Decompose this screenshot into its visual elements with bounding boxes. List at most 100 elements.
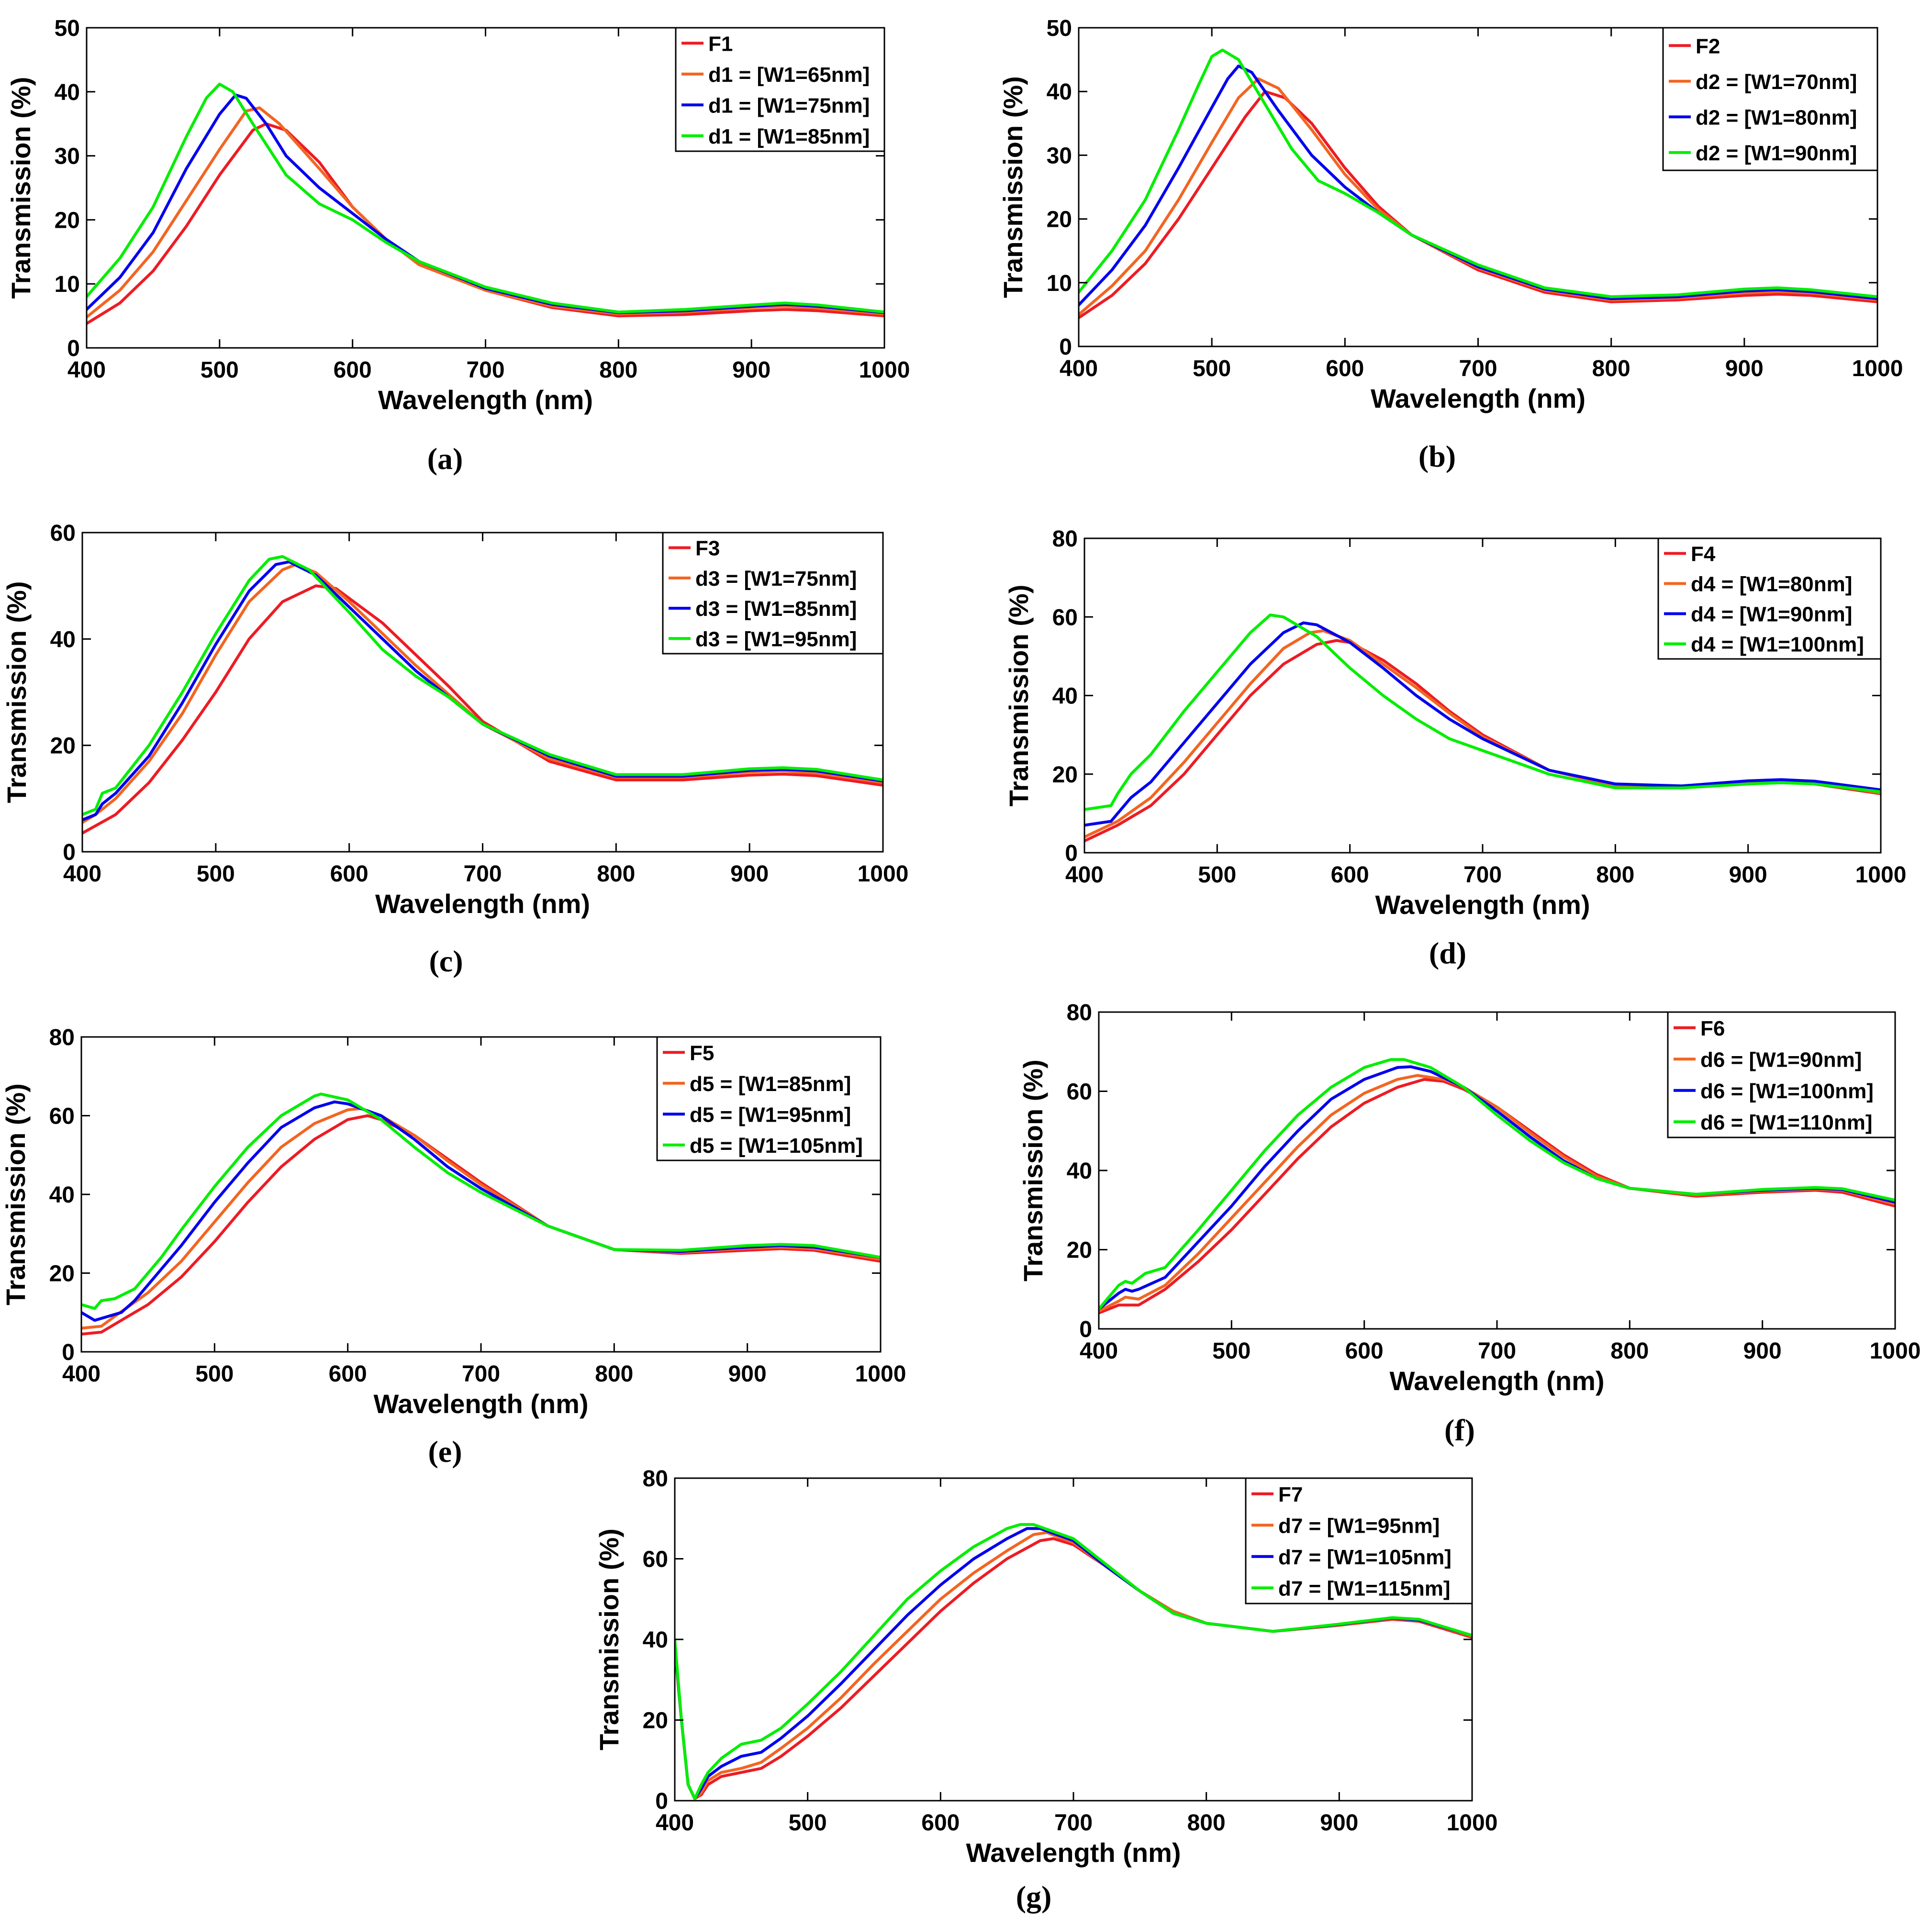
panel-caption: (b) [1418,439,1456,473]
legend-b: F2 d2 = [W1=70nm] d2 = [W1=80nm] d2 = [W1=9… [1662,27,1878,171]
y-tick-label: 20 [1067,1238,1092,1263]
legend-label: d2 = [W1=80nm] [1696,106,1857,129]
x-tick-label: 500 [195,1361,234,1387]
series-line-b-4 [1079,48,1877,299]
x-axis-title: Wavelength (nm) [966,1838,1181,1868]
legend-label: d2 = [W1=90nm] [1696,142,1857,165]
x-tick-label: 500 [1198,862,1236,888]
x-tick-label: 600 [330,861,369,887]
x-tick-label: 1000 [855,1361,906,1387]
x-tick-label: 500 [201,357,239,383]
x-tick-label: 600 [1345,1338,1384,1364]
y-tick-label: 80 [1052,526,1078,552]
series-line-a-4 [87,82,884,314]
x-tick-label: 500 [789,1810,827,1836]
x-tick-label: 700 [1054,1810,1093,1836]
series-line-d-4 [1084,613,1881,811]
x-axis-title: Wavelength (nm) [1375,890,1590,920]
legend-label: d7 = [W1=95nm] [1278,1514,1440,1537]
y-axis-title: Transmission (%) [998,76,1028,298]
y-axis-title: Transmission (%) [594,1528,624,1750]
legend-label: d7 = [W1=105nm] [1278,1546,1452,1569]
legend-label: d3 = [W1=85nm] [695,597,857,621]
x-axis-title: Wavelength (nm) [1389,1366,1604,1396]
y-tick-label: 50 [1047,16,1072,41]
x-tick-label: 900 [1743,1338,1782,1364]
x-axis-title: Wavelength (nm) [373,1389,588,1419]
y-tick-label: 20 [55,208,80,233]
legend-label: d2 = [W1=70nm] [1696,70,1857,94]
y-tick-label: 0 [67,336,80,361]
legend-label: F2 [1696,34,1720,58]
series-line-e-4 [81,1092,881,1310]
y-tick-label: 20 [643,1708,668,1734]
x-tick-label: 800 [599,357,637,383]
x-tick-label: 1000 [1870,1338,1921,1364]
y-axis-title: Transmission (%) [1,581,32,803]
y-tick-label: 60 [643,1547,668,1572]
series-line-b-3 [1079,64,1877,307]
y-tick-label: 40 [55,80,80,105]
x-tick-label: 700 [1478,1338,1516,1364]
legend-box [656,1036,882,1161]
x-tick-label: 700 [463,861,502,887]
y-tick-label: 20 [49,1261,75,1287]
x-tick-label: 400 [62,1361,101,1387]
y-tick-label: 20 [1052,762,1078,788]
legend-d: F4 d4 = [W1=80nm] d4 = [W1=90nm] d4 = [W1=1… [1657,537,1882,660]
legend-label: d6 = [W1=110nm] [1700,1111,1872,1134]
x-tick-label: 500 [197,861,235,887]
x-tick-label: 600 [334,357,372,383]
legend-label: F3 [695,537,720,560]
legend-label: d5 = [W1=95nm] [690,1103,851,1126]
x-tick-label: 700 [466,357,504,383]
x-axis-title: Wavelength (nm) [375,889,590,919]
y-tick-label: 60 [50,521,76,546]
x-tick-label: 400 [1060,356,1098,381]
legend-box [1662,27,1878,171]
chart-panel-a: 400 500 600 700 800 900 1000 0 10 20 30 40 50 Wavelen… [6,16,910,476]
legend-box [662,532,884,655]
legend-a: F1 d1 = [W1=65nm] d1 = [W1=75nm] d1 = [W1=8… [675,27,885,152]
x-axis-title: Wavelength (nm) [1371,383,1586,413]
y-tick-label: 80 [1067,1000,1092,1025]
y-tick-label: 0 [62,1340,75,1365]
y-axis-title: Transmission (%) [6,77,36,299]
x-tick-label: 800 [1592,356,1630,381]
x-tick-label: 1000 [859,357,910,383]
x-tick-label: 400 [1080,1338,1118,1364]
y-tick-label: 0 [1059,334,1072,360]
x-tick-label: 400 [656,1810,694,1836]
y-tick-label: 40 [49,1182,75,1208]
x-tick-label: 900 [1729,862,1767,888]
legend-label: d1 = [W1=75nm] [708,94,870,117]
x-tick-label: 1000 [858,861,909,887]
series-line-g-4 [675,1523,1472,1800]
y-tick-label: 0 [1065,841,1078,866]
legend-label: F7 [1278,1483,1303,1506]
series-line-c-3 [82,560,883,822]
panel-caption: (c) [429,944,463,978]
x-tick-label: 400 [1065,862,1104,888]
legend-g: F7 d7 = [W1=95nm] d7 = [W1=105nm] d7 = [W1=… [1245,1477,1473,1604]
x-tick-label: 1000 [1852,356,1903,381]
legend-label: d6 = [W1=90nm] [1700,1048,1862,1071]
chart-panel-c: 400 500 600 700 800 900 1000 0 20 40 60 Wavelength … [1,521,908,978]
y-tick-label: 40 [1047,79,1072,105]
legend-label: d4 = [W1=80nm] [1691,573,1852,596]
legend-box [1667,1011,1896,1138]
legend-label: d5 = [W1=85nm] [690,1072,851,1096]
chart-panel-e: 400 500 600 700 800 900 1000 0 20 40 60 80 Wavelengt… [0,1025,906,1469]
x-tick-label: 800 [595,1361,633,1387]
legend-label: d1 = [W1=85nm] [708,125,870,148]
panel-caption: (a) [427,442,463,476]
series-line-c-1 [82,584,883,835]
y-tick-label: 10 [1047,271,1072,296]
x-tick-label: 700 [462,1361,500,1387]
chart-panel-g: 400 500 600 700 800 900 1000 0 20 40 60 80 Wavelengt… [594,1466,1497,1914]
legend-label: d3 = [W1=75nm] [695,567,857,590]
y-tick-label: 50 [55,16,80,41]
legend-label: F6 [1700,1017,1725,1040]
y-tick-label: 60 [1067,1080,1092,1105]
